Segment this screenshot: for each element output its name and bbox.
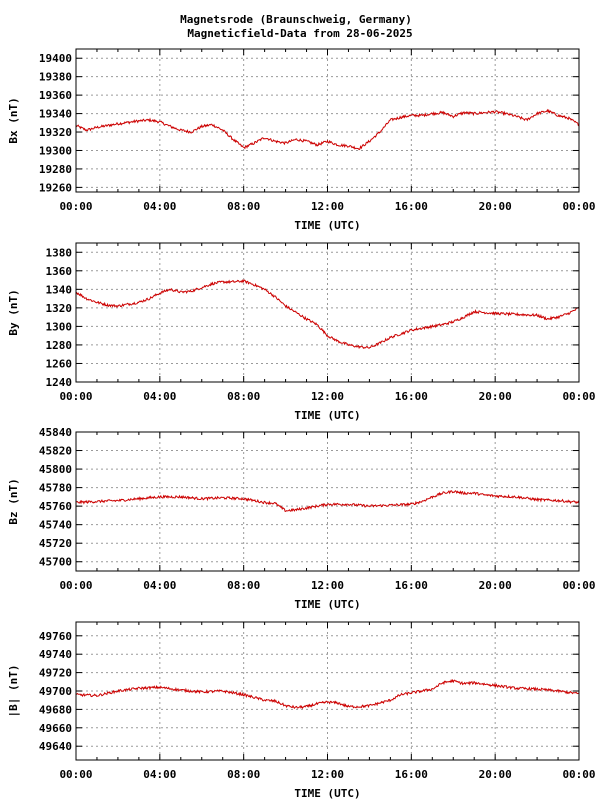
y-tick-label: 45700 [39,556,72,569]
y-tick-label: 19280 [39,163,72,176]
y-tick-label: 49720 [39,667,72,680]
y-tick-label: 49700 [39,685,72,698]
y-tick-label: 45780 [39,482,72,495]
x-tick-label: 00:00 [59,768,92,781]
y-tick-label: 45820 [39,445,72,458]
series-line [75,279,580,350]
x-tick-label: 20:00 [479,579,512,592]
x-tick-label: 00:00 [562,390,595,403]
x-tick-label: 08:00 [227,768,260,781]
x-tick-label: 20:00 [479,390,512,403]
y-tick-label: 1320 [46,302,73,315]
y-tick-label: 19380 [39,71,72,84]
y-tick-label: 19320 [39,126,72,139]
x-tick-label: 16:00 [395,200,428,213]
x-tick-label: 12:00 [311,390,344,403]
y-tick-label: 1380 [46,246,73,259]
x-tick-label: 08:00 [227,579,260,592]
x-tick-label: 04:00 [143,579,176,592]
y-tick-label: 1360 [46,265,73,278]
x-tick-label: 16:00 [395,768,428,781]
y-tick-label: 1240 [46,376,73,389]
y-tick-label: 49740 [39,648,72,661]
x-tick-label: 12:00 [311,200,344,213]
y-tick-label: 19300 [39,144,72,157]
x-tick-label: 00:00 [59,579,92,592]
x-tick-label: 12:00 [311,768,344,781]
y-tick-label: 49760 [39,630,72,643]
y-tick-label: 45720 [39,537,72,550]
y-tick-label: 1280 [46,339,73,352]
chart-subtitle: Magneticfield-Data from 28-06-2025 [187,27,413,40]
x-tick-label: 04:00 [143,200,176,213]
x-tick-label: 08:00 [227,200,260,213]
x-axis-label: TIME (UTC) [294,409,360,422]
y-axis-label: Bz (nT) [7,478,20,524]
series-line [75,108,580,151]
x-tick-label: 00:00 [59,390,92,403]
y-tick-label: 45740 [39,519,72,532]
x-tick-label: 04:00 [143,390,176,403]
x-tick-label: 16:00 [395,390,428,403]
x-tick-label: 08:00 [227,390,260,403]
x-tick-label: 16:00 [395,579,428,592]
x-axis-label: TIME (UTC) [294,787,360,800]
y-tick-label: 1340 [46,283,73,296]
y-tick-label: 19400 [39,52,72,65]
y-tick-label: 19360 [39,89,72,102]
x-tick-label: 12:00 [311,579,344,592]
y-tick-label: 45840 [39,426,72,439]
y-tick-label: 49640 [39,740,72,753]
y-tick-label: 19260 [39,181,72,194]
y-axis-label: |B| (nT) [7,665,20,718]
x-axis-label: TIME (UTC) [294,219,360,232]
x-tick-label: 20:00 [479,200,512,213]
x-tick-label: 04:00 [143,768,176,781]
y-axis-label: Bx (nT) [7,97,20,143]
y-tick-label: 45760 [39,500,72,513]
x-tick-label: 00:00 [562,768,595,781]
x-tick-label: 00:00 [562,579,595,592]
y-tick-label: 49680 [39,703,72,716]
y-tick-label: 1260 [46,357,73,370]
y-tick-label: 19340 [39,108,72,121]
x-tick-label: 00:00 [59,200,92,213]
x-tick-label: 20:00 [479,768,512,781]
chart-title: Magnetsrode (Braunschweig, Germany) [180,13,412,26]
x-axis-label: TIME (UTC) [294,598,360,611]
y-tick-label: 45800 [39,463,72,476]
series-line [75,678,579,710]
y-tick-label: 49660 [39,722,72,735]
y-tick-label: 1300 [46,320,73,333]
y-axis-label: By (nT) [7,289,20,335]
series-line [75,489,580,512]
x-tick-label: 00:00 [562,200,595,213]
